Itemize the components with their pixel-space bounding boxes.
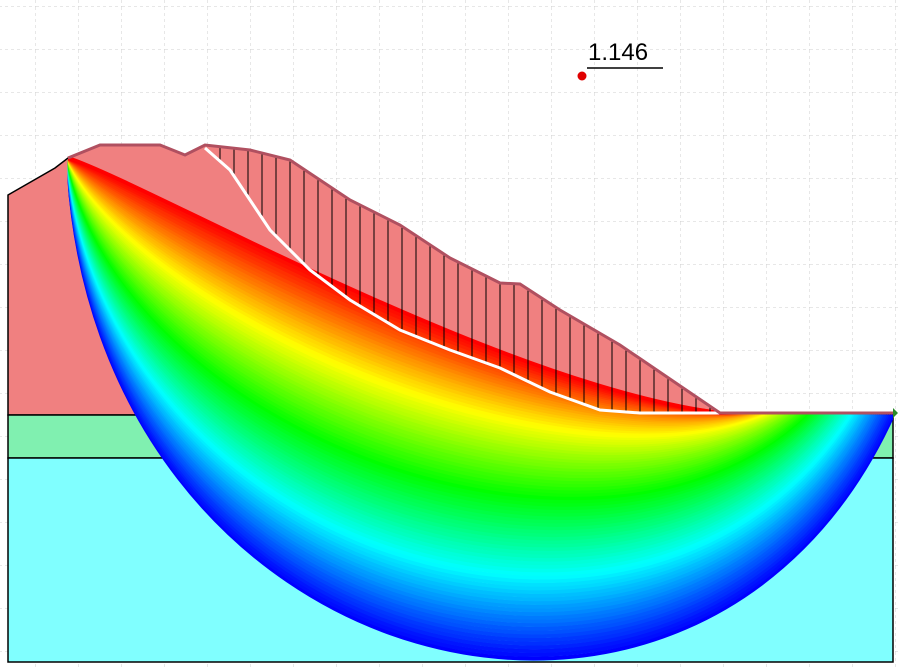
slip-center [578,72,587,81]
slope-model-view: 1.146 [0,0,898,667]
factor-of-safety: 1.146 [588,39,648,66]
